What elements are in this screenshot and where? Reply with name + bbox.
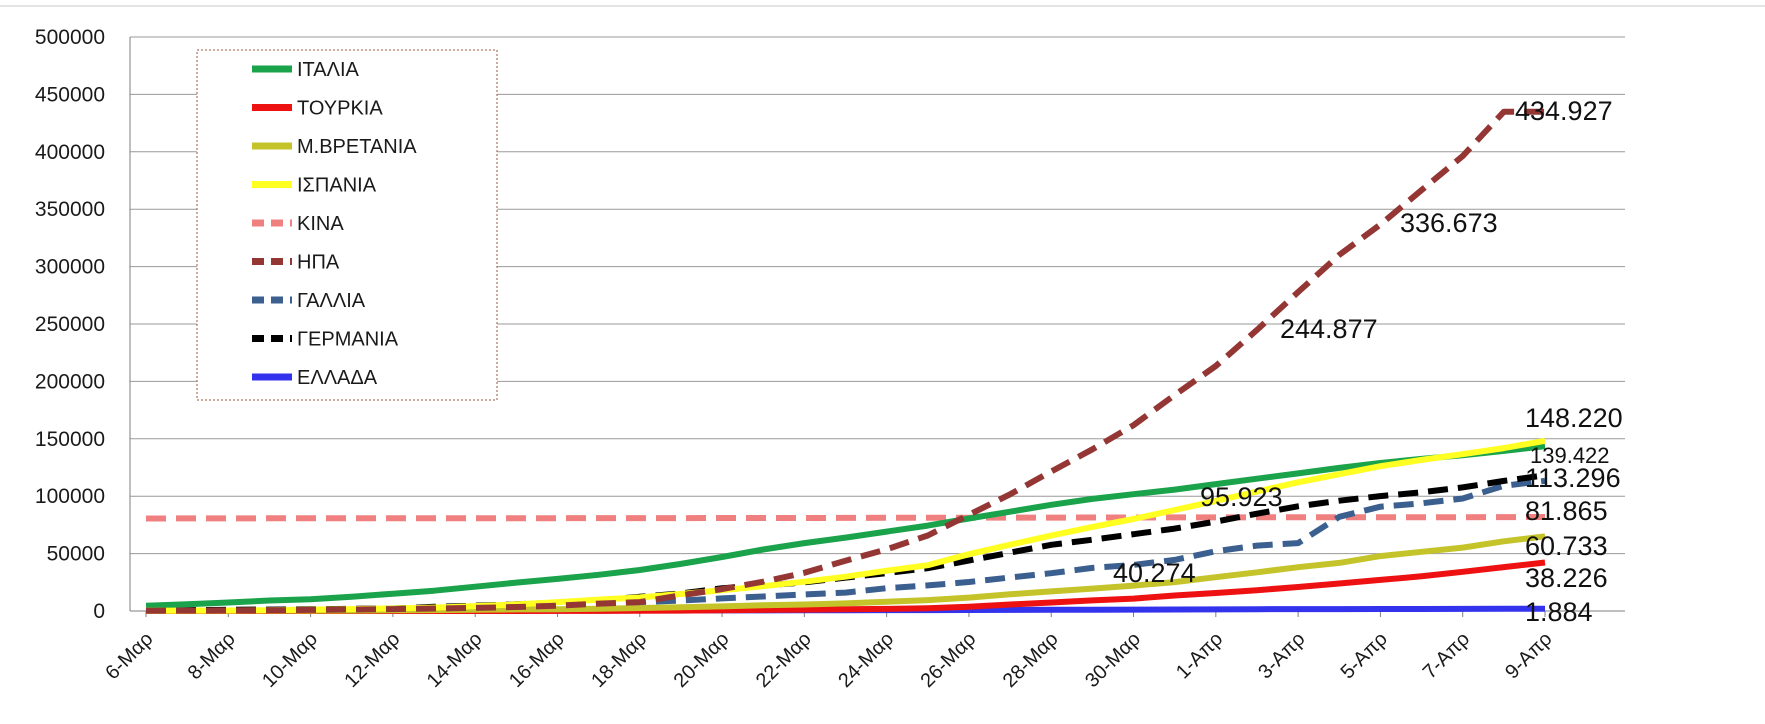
y-tick-label: 300000 (35, 256, 105, 279)
data-label-ce95ce9bce9bce91ce94ce91: 1.884 (1525, 597, 1593, 627)
legend-label-ce9c.ce92cea1ce95cea4ce91ce9dce99ce91: Μ.ΒΡΕΤΑΝΙΑ (297, 136, 417, 158)
data-label-ce99cea3cea0ce91ce9dce99ce91: 148.220 (1525, 403, 1623, 433)
series-line-ce99cea4ce91ce9bce99ce91 (145, 443, 1546, 609)
legend-label-ce9ace99ce9dce91: ΚΙΝΑ (297, 213, 344, 235)
series-lines (145, 108, 1546, 614)
y-tick-label: 450000 (35, 83, 105, 106)
y-tick-label: 150000 (35, 428, 105, 451)
series-line-ce9ace99ce9dce91 (145, 514, 1546, 522)
data-label-ce9ace99ce9dce91: 81.865 (1525, 496, 1608, 526)
y-tick-label: 100000 (35, 485, 105, 508)
y-tick-label: 400000 (35, 141, 105, 164)
data-label-ce97cea0ce91: 336.673 (1400, 208, 1498, 238)
legend-label-ce93ce95cea1ce9cce91ce9dce99ce91: ΓΕΡΜΑΝΙΑ (297, 329, 399, 351)
legend-label-ce93ce91ce9bce9bce99ce91: ΓΑΛΛΙΑ (297, 290, 366, 312)
y-tick-label: 250000 (35, 313, 105, 336)
data-label-ce97cea0ce91: 434.927 (1515, 96, 1613, 126)
series-line-ce93ce91ce9bce9bce99ce91 (145, 477, 1546, 614)
y-tick-label: 50000 (47, 543, 105, 566)
legend-box (196, 49, 498, 401)
data-label-ce97cea0ce91: 244.877 (1280, 314, 1378, 344)
series-line-ce99cea3cea0ce91ce9dce99ce91 (145, 437, 1546, 614)
legend-label-ce99cea4ce91ce9bce99ce91: ΙΤΑΛΙΑ (297, 59, 360, 81)
series-line-ce97cea0ce91 (145, 108, 1545, 614)
data-label-ce9c.ce92cea1ce95cea4ce91ce9dce99ce91: 60.733 (1525, 531, 1608, 561)
data-label-ce93ce95cea1ce9cce91ce9dce99ce91: 113.296 (1525, 463, 1621, 493)
legend-label-ce99cea3cea0ce91ce9dce99ce91: ΙΣΠΑΝΙΑ (297, 175, 377, 197)
legend-label-ce97cea0ce91: ΗΠΑ (297, 252, 340, 274)
y-tick-label: 500000 (35, 26, 105, 49)
y-axis-tick-labels: 0 50000 100000 150000 200000 250000 300000 3500… (35, 26, 105, 623)
data-label-ce93ce91ce9bce9bce99ce91: 40.274 (1113, 558, 1196, 588)
data-label-cea4ce9fcea5cea1ce9ace99ce91: 38.226 (1525, 563, 1608, 593)
data-labels: 434.927 336.673 244.877 148.220 139.422113.2… (1113, 96, 1623, 627)
data-label-ce99cea4ce91ce9bce99ce91: 139.422 (1530, 443, 1610, 468)
y-tick-label: 350000 (35, 198, 105, 221)
y-tick-label: 0 (93, 600, 105, 623)
y-tick-label: 200000 (35, 370, 105, 393)
legend-label-ce95ce9bce9bce91ce94ce91: ΕΛΛΑΔΑ (297, 367, 378, 389)
legend-label-cea4ce9fcea5cea1ce9ace99ce91: ΤΟΥΡΚΙΑ (297, 98, 383, 120)
legend: ΙΤΑΛΙΑ ΤΟΥΡΚΙΑ Μ.ΒΡΕΤΑΝΙΑ ΙΣΠΑΝΙΑ ΚΙΝΑ ΗΠΑ ΓΑΛ… (196, 49, 498, 401)
data-label-ce99cea3cea0ce91ce9dce99ce91: 95.923 (1200, 482, 1283, 512)
